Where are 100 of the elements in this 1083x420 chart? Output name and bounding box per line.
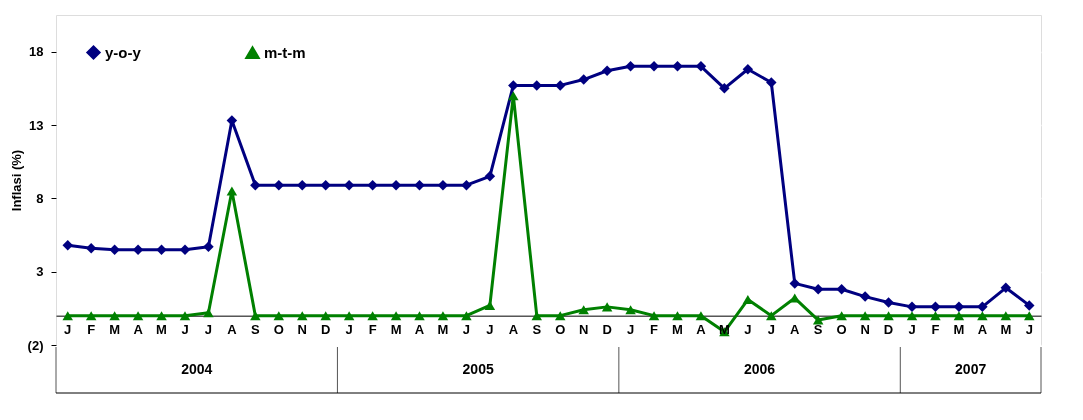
x-tick-label: D [602,322,612,338]
x-tick-label: F [368,322,377,338]
point [742,64,754,75]
y-tick-label: 8 [36,190,44,206]
x-tick-label: J [64,322,72,338]
x-tick-label: M [156,322,167,338]
point [320,179,331,191]
point [250,179,261,191]
point [836,284,847,295]
point [1000,282,1012,294]
point [906,311,918,321]
x-tick-label: O [273,322,284,338]
point [578,74,589,85]
point [203,308,214,318]
point [625,305,636,315]
point [578,305,589,315]
x-tick-label: J [744,322,752,338]
point [766,311,777,321]
text: 2004 [181,361,213,377]
point [273,311,285,321]
x-tick-label: F [87,322,96,338]
x-tick-label: M [390,322,402,338]
point [85,311,97,321]
x-tick-label: M [437,322,449,338]
point [62,311,73,321]
point [414,311,425,321]
point [836,311,847,321]
point [156,244,167,255]
point [437,311,449,321]
point [343,311,355,321]
x-tick-label: F [650,322,659,338]
point [132,311,144,321]
point [461,311,472,321]
point [250,311,261,321]
point [695,61,707,72]
point [812,315,824,325]
x-tick-label: J [1025,322,1033,338]
point [297,179,308,191]
point [461,179,472,191]
y-tick-label: 18 [29,44,44,60]
point [226,186,238,196]
text: 2005 [462,361,494,377]
x-tick-label: N [297,322,307,338]
text: 2007 [955,361,987,377]
point [554,311,566,321]
x-tick-label: O [836,322,847,338]
point [203,241,214,252]
x-tick-label: M [109,322,121,338]
point [179,311,191,321]
x-tick-label: D [883,322,894,338]
point [766,77,777,88]
y-tick-label: 3 [36,264,44,280]
legend-label: y-o-y [105,43,142,61]
y-axis-title: Inflasi (%) [8,149,24,212]
x-tick-label: D [321,322,331,338]
legend-label: m-t-m [264,43,306,61]
point [906,301,918,313]
point [297,311,308,321]
x-tick-label: N [578,322,589,338]
x-tick-label: A [227,322,238,338]
x-tick-label: S [532,322,542,338]
x-tick-label: J [204,322,213,338]
point [859,291,871,302]
point [719,83,730,94]
point [109,311,120,321]
x-tick-label: A [508,322,519,338]
point [883,297,894,308]
point [672,311,683,321]
x-tick-label: M [672,322,683,338]
point [695,311,707,321]
x-tick-label: A [133,322,144,338]
x-tick-label: M [1000,322,1012,338]
x-tick-label: F [931,322,940,338]
point [1024,311,1035,321]
point [883,311,894,321]
point [132,244,144,255]
point [977,311,988,321]
point [1000,311,1012,321]
x-tick-label: A [977,322,988,338]
x-tick-label: A [790,322,801,338]
point [367,311,378,321]
point [179,244,191,255]
point [672,61,683,72]
point [930,311,941,321]
x-tick-label: J [181,322,189,338]
y-tick-label: (2) [27,337,44,353]
point [601,65,613,76]
x-tick-label: J [767,322,775,338]
x-tick-label: M [953,322,965,338]
x-tick-label: J [462,322,471,338]
point [859,311,871,321]
point [437,179,449,191]
x-tick-label: N [860,322,870,338]
y-tick-label: 13 [29,117,44,133]
x-tick-label: A [696,322,707,338]
point [414,179,425,191]
point [508,91,519,101]
point [390,179,402,191]
text: 2006 [743,361,776,377]
point [625,61,636,72]
